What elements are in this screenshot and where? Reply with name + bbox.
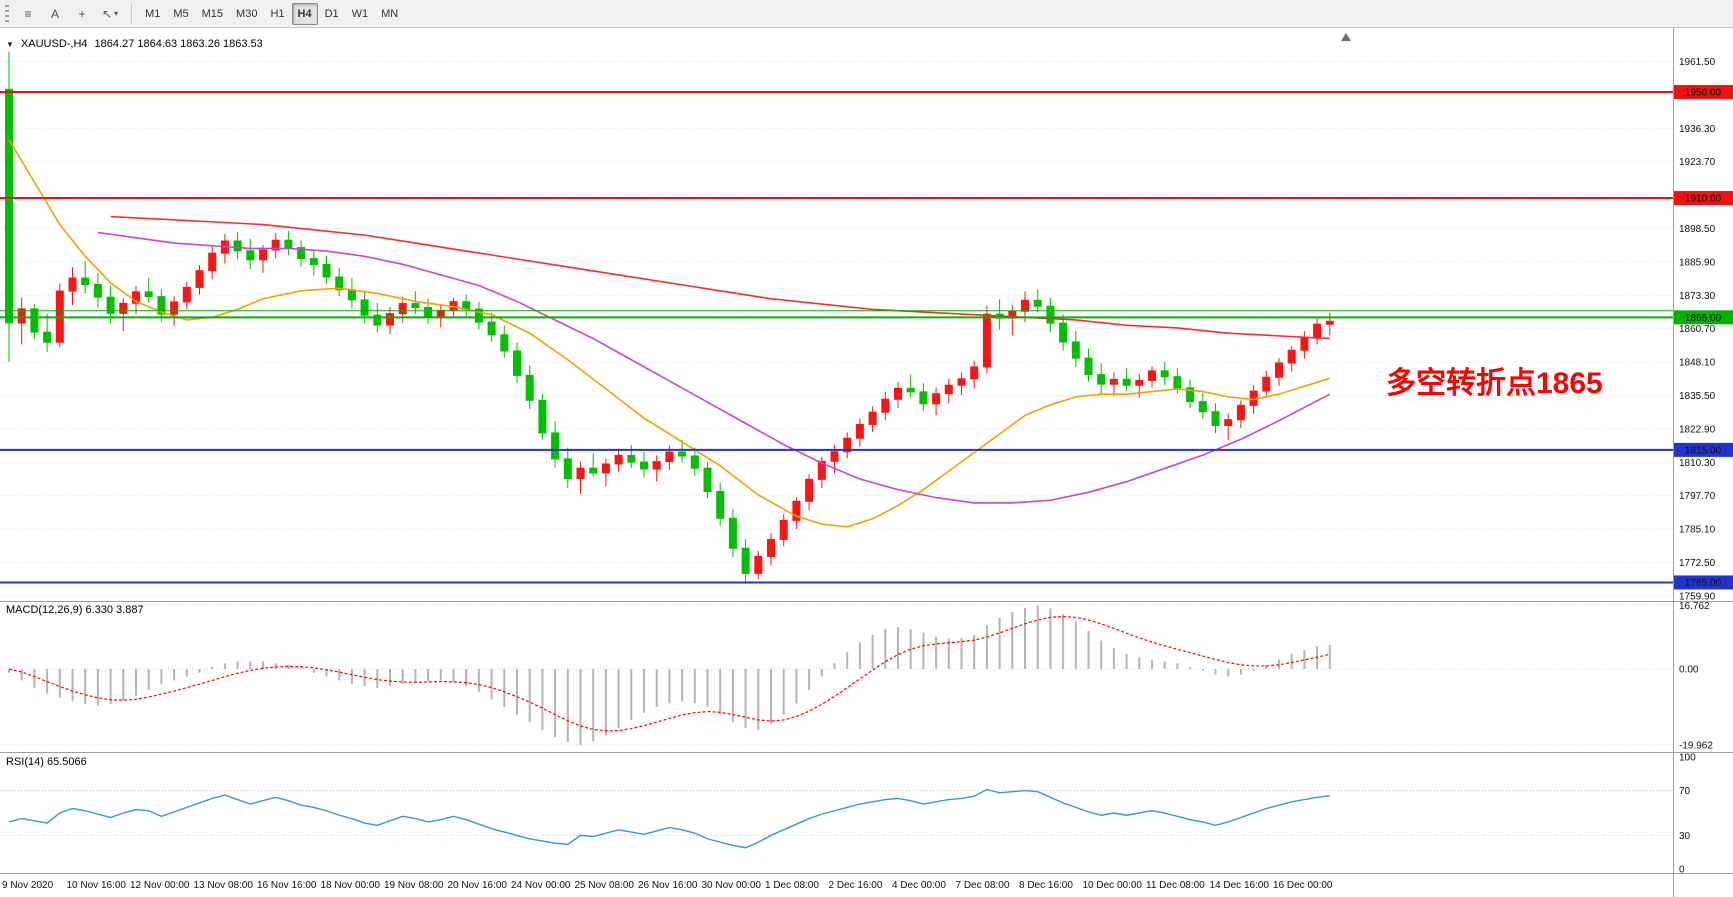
- svg-text:12 Nov 00:00: 12 Nov 00:00: [130, 880, 190, 891]
- svg-text:1 Dec 08:00: 1 Dec 08:00: [765, 880, 819, 891]
- symbol-timeframe-label: XAUUSD-,H4: [20, 38, 88, 50]
- drawing-tools-group: ≡ A + ↖ ▾: [15, 3, 124, 25]
- timeframe-h1-button[interactable]: H1: [270, 7, 285, 20]
- svg-text:19 Nov 08:00: 19 Nov 08:00: [384, 880, 444, 891]
- svg-text:1835.50: 1835.50: [1679, 391, 1716, 402]
- svg-text:26 Nov 16:00: 26 Nov 16:00: [638, 880, 698, 891]
- svg-text:1772.50: 1772.50: [1679, 558, 1716, 569]
- svg-text:1759.90: 1759.90: [1679, 591, 1716, 602]
- timeframe-m1-button[interactable]: M1: [145, 7, 161, 20]
- svg-text:1950.00: 1950.00: [1685, 87, 1722, 98]
- svg-text:4 Dec 00:00: 4 Dec 00:00: [892, 880, 946, 891]
- svg-text:1865.00: 1865.00: [1685, 313, 1722, 324]
- svg-text:1815.00: 1815.00: [1685, 445, 1722, 456]
- macd-indicator-label: MACD(12,26,9) 6.330 3.887: [6, 604, 144, 616]
- svg-text:1822.90: 1822.90: [1679, 424, 1716, 435]
- chart-area: 1961.501948.901936.301923.701911.101898.…: [0, 28, 1733, 897]
- svg-text:1873.30: 1873.30: [1679, 291, 1716, 302]
- timeframe-toolbar: M1 M5 M15 M30 H1 H4 D1 W1 MN: [139, 2, 404, 25]
- chart-title: ▼ XAUUSD-,H4 1864.27 1864.63 1863.26 186…: [6, 38, 263, 50]
- timeframe-m30-button[interactable]: M30: [236, 7, 258, 20]
- text-label-icon[interactable]: A: [50, 6, 59, 21]
- svg-text:13 Nov 08:00: 13 Nov 08:00: [194, 880, 254, 891]
- svg-text:10 Nov 16:00: 10 Nov 16:00: [67, 880, 127, 891]
- svg-text:14 Dec 16:00: 14 Dec 16:00: [1210, 880, 1270, 891]
- toolbar-separator: [131, 3, 133, 24]
- svg-text:30 Nov 00:00: 30 Nov 00:00: [702, 880, 762, 891]
- svg-text:9 Nov 2020: 9 Nov 2020: [2, 880, 54, 891]
- svg-text:1765.00: 1765.00: [1685, 578, 1722, 589]
- rsi-indicator-label: RSI(14) 65.5066: [6, 756, 87, 768]
- svg-text:11 Dec 08:00: 11 Dec 08:00: [1146, 880, 1205, 891]
- svg-text:1860.70: 1860.70: [1679, 324, 1716, 335]
- ohlc-values: 1864.27 1864.63 1863.26 1863.53: [94, 38, 263, 50]
- timeframe-m15-button[interactable]: M15: [201, 7, 224, 20]
- svg-text:1961.50: 1961.50: [1679, 57, 1716, 68]
- timeframe-m5-button[interactable]: M5: [173, 7, 189, 20]
- symbol-dropdown-icon[interactable]: ▼: [6, 39, 14, 49]
- svg-text:7 Dec 08:00: 7 Dec 08:00: [956, 880, 1010, 891]
- chart-annotation: 多空转折点1865: [1386, 367, 1603, 400]
- chart-canvas[interactable]: 1961.501948.901936.301923.701911.101898.…: [0, 28, 1733, 897]
- svg-text:1936.30: 1936.30: [1679, 124, 1716, 135]
- svg-text:1797.70: 1797.70: [1679, 491, 1716, 502]
- svg-text:0.00: 0.00: [1679, 665, 1699, 676]
- svg-text:100: 100: [1679, 753, 1696, 764]
- svg-text:1785.10: 1785.10: [1679, 525, 1716, 536]
- svg-text:1910.00: 1910.00: [1685, 194, 1722, 205]
- svg-text:1898.50: 1898.50: [1679, 224, 1716, 235]
- svg-text:70: 70: [1679, 786, 1691, 797]
- timeframe-mn-button[interactable]: MN: [381, 7, 399, 20]
- svg-text:16.762: 16.762: [1679, 601, 1710, 612]
- svg-text:8 Dec 16:00: 8 Dec 16:00: [1019, 880, 1073, 891]
- svg-text:-19.962: -19.962: [1679, 740, 1713, 751]
- crosshair-icon[interactable]: +: [78, 6, 86, 21]
- svg-text:25 Nov 08:00: 25 Nov 08:00: [575, 880, 635, 891]
- top-toolbar: ≡ A + ↖ ▾ M1 M5 M15 M30 H1 H4 D1 W1 MN: [0, 0, 1733, 28]
- timeframe-w1-button[interactable]: W1: [351, 7, 369, 20]
- chart-list-icon[interactable]: ≡: [24, 6, 32, 21]
- timeframe-h4-button[interactable]: H4: [291, 2, 318, 25]
- objects-dropdown-icon[interactable]: ↖ ▾: [102, 6, 119, 21]
- svg-text:10 Dec 00:00: 10 Dec 00:00: [1083, 880, 1143, 891]
- svg-text:16 Nov 16:00: 16 Nov 16:00: [257, 880, 317, 891]
- svg-text:1923.70: 1923.70: [1679, 157, 1716, 168]
- svg-text:16 Dec 00:00: 16 Dec 00:00: [1273, 880, 1333, 891]
- svg-text:0: 0: [1679, 865, 1685, 876]
- toolbar-grip-icon[interactable]: [5, 4, 9, 23]
- svg-text:2 Dec 16:00: 2 Dec 16:00: [829, 880, 883, 891]
- svg-text:1885.90: 1885.90: [1679, 257, 1716, 268]
- timeframe-d1-button[interactable]: D1: [324, 7, 339, 20]
- svg-text:20 Nov 16:00: 20 Nov 16:00: [448, 880, 508, 891]
- svg-text:18 Nov 00:00: 18 Nov 00:00: [321, 880, 381, 891]
- svg-text:24 Nov 00:00: 24 Nov 00:00: [511, 880, 571, 891]
- svg-text:1810.30: 1810.30: [1679, 458, 1716, 469]
- svg-text:1848.10: 1848.10: [1679, 358, 1716, 369]
- svg-text:30: 30: [1679, 831, 1691, 842]
